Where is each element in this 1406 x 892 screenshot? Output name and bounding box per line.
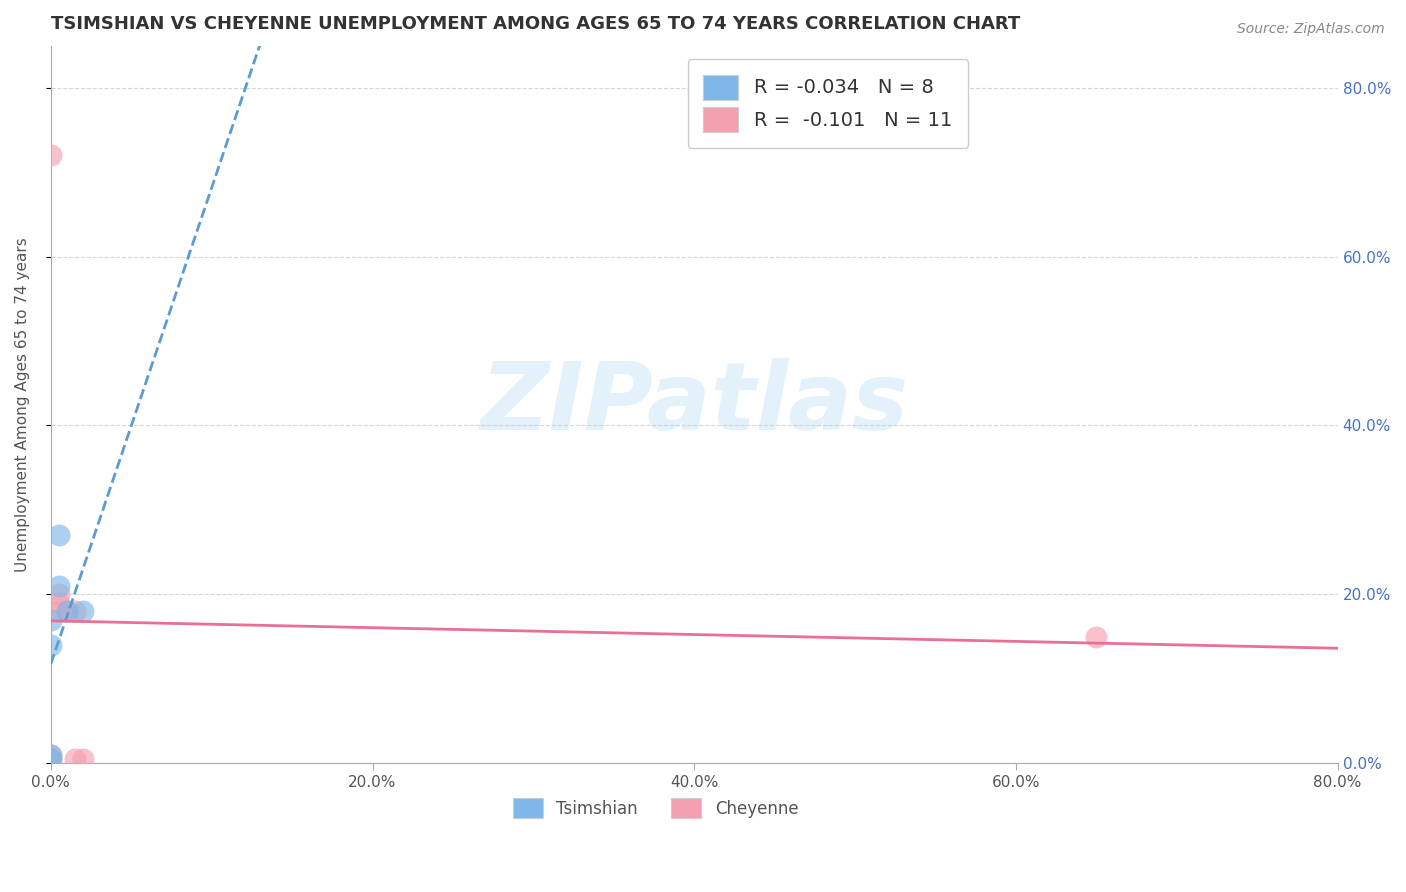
Point — [1085, 630, 1108, 644]
Point — [39, 613, 62, 627]
Point — [56, 604, 79, 618]
Text: Source: ZipAtlas.com: Source: ZipAtlas.com — [1237, 22, 1385, 37]
Point — [72, 604, 94, 618]
Point — [39, 752, 62, 766]
Point — [39, 752, 62, 766]
Point — [48, 579, 70, 593]
Y-axis label: Unemployment Among Ages 65 to 74 years: Unemployment Among Ages 65 to 74 years — [15, 237, 30, 572]
Point — [39, 148, 62, 162]
Point — [48, 587, 70, 601]
Point — [48, 596, 70, 610]
Point — [39, 638, 62, 652]
Point — [39, 747, 62, 762]
Point — [63, 752, 86, 766]
Text: TSIMSHIAN VS CHEYENNE UNEMPLOYMENT AMONG AGES 65 TO 74 YEARS CORRELATION CHART: TSIMSHIAN VS CHEYENNE UNEMPLOYMENT AMONG… — [51, 15, 1021, 33]
Point — [39, 747, 62, 762]
Point — [56, 604, 79, 618]
Point — [48, 528, 70, 542]
Legend: Tsimshian, Cheyenne: Tsimshian, Cheyenne — [505, 789, 807, 827]
Text: ZIPatlas: ZIPatlas — [481, 359, 908, 450]
Point — [63, 604, 86, 618]
Point — [72, 752, 94, 766]
Point — [48, 604, 70, 618]
